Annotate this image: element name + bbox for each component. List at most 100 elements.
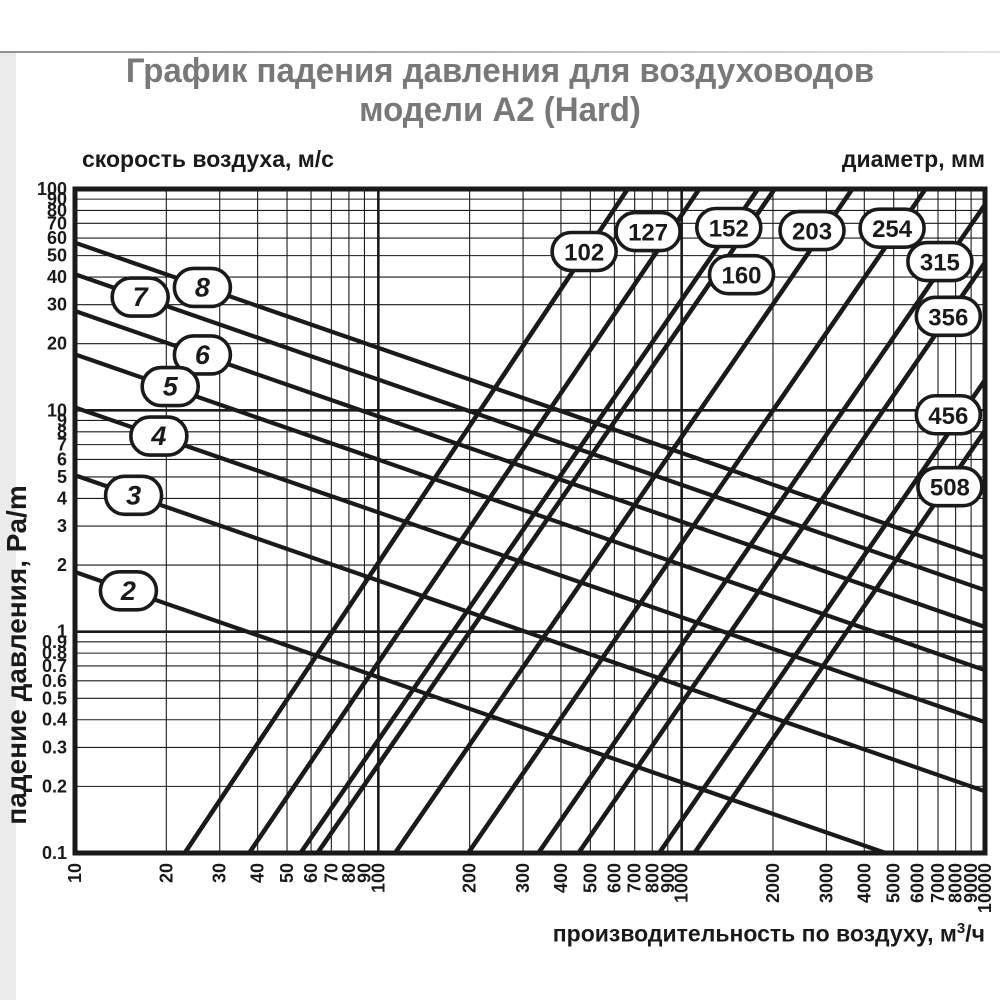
diameter-line-152: [298, 189, 760, 853]
velocity-oval-5: [140, 365, 201, 408]
x-tick-label: 900: [658, 863, 678, 893]
y-tick-label: 70: [47, 213, 67, 233]
x-tick-label: 2000: [763, 863, 783, 903]
diameter-line-203: [393, 189, 855, 853]
y-tick-label: 6: [57, 449, 67, 469]
diameter-label: 102: [564, 239, 604, 266]
velocity-label: 5: [163, 372, 179, 402]
diameter-line-456: [657, 378, 985, 853]
diameter-oval-456: [914, 393, 983, 436]
x-tick-label: 100: [368, 863, 388, 893]
top-divider-rule: [0, 51, 1000, 53]
y-tick-label: 50: [47, 246, 67, 266]
y-tick-label: 0.5: [42, 688, 67, 708]
y-tick-label: 0.8: [42, 643, 67, 663]
velocity-label: 8: [195, 272, 210, 302]
y-tick-label: 0.3: [42, 737, 67, 757]
velocity-label: 6: [195, 340, 211, 370]
x-tick-label: 50: [277, 863, 297, 883]
diameter-oval-315: [906, 240, 974, 283]
y-tick-label: 7: [57, 435, 67, 455]
velocity-line-3: [75, 473, 985, 794]
diameter-label: 315: [920, 250, 960, 277]
x-tick-label: 5000: [884, 863, 904, 903]
velocity-oval-8: [172, 266, 233, 309]
y-tick-label: 0.7: [42, 656, 67, 676]
diameter-oval-356: [914, 295, 983, 338]
y-tick-label: 0.2: [42, 776, 67, 796]
diameter-oval-254: [858, 207, 926, 250]
y-tick-label: 1: [57, 622, 67, 642]
y-tick-label: 3: [57, 516, 67, 536]
x-axis-title-text: производительность по воздуху, м: [552, 920, 957, 947]
x-tick-label: 8000: [946, 863, 966, 903]
diameter-oval-508: [916, 465, 984, 508]
diameter-line-315: [536, 203, 985, 853]
chart-title-line1: График падения давления для воздуховодов: [125, 52, 875, 90]
x-tick-label: 500: [580, 863, 600, 893]
x-tick-label: 30: [210, 863, 230, 883]
diameter-oval-160: [707, 253, 776, 296]
x-tick-label: 700: [625, 863, 645, 893]
y-tick-label: 9: [57, 410, 67, 430]
velocity-axis-title: скорость воздуха, м/с: [82, 146, 334, 172]
velocity-oval-7: [110, 276, 170, 318]
y-tick-label: 90: [47, 189, 67, 209]
y-tick-label: 40: [47, 267, 67, 287]
x-tick-label: 800: [642, 863, 662, 893]
x-tick-label: 10000: [975, 863, 995, 913]
velocity-line-4: [75, 405, 985, 725]
x-tick-label: 9000: [961, 863, 981, 903]
x-tick-label: 7000: [928, 863, 948, 903]
x-tick-label: 70: [321, 863, 341, 883]
left-page-strip: [0, 53, 16, 1000]
chart-title-line2: модели А2 (Hard): [359, 91, 641, 129]
velocity-label: 4: [150, 421, 166, 451]
x-tick-label: 90: [354, 863, 374, 883]
x-tick-label: 1000: [672, 863, 692, 903]
x-tick-label: 10: [65, 863, 85, 883]
diameter-oval-127: [614, 210, 682, 253]
x-tick-label: 600: [604, 863, 624, 893]
x-tick-label: 6000: [908, 863, 928, 903]
velocity-line-2: [75, 570, 887, 853]
y-tick-label: 5: [57, 467, 67, 487]
y-tick-label: 2: [57, 555, 67, 575]
chart-title: График падения давления для воздуховодов…: [44, 52, 956, 130]
diameter-label: 456: [928, 403, 968, 430]
y-tick-label: 4: [57, 488, 67, 508]
y-tick-label: 100: [37, 179, 67, 199]
velocity-oval-3: [103, 474, 164, 517]
x-tick-label: 40: [248, 863, 268, 883]
y-tick-label: 20: [47, 334, 67, 354]
diameter-line-254: [466, 189, 928, 853]
velocity-line-7: [75, 272, 985, 593]
y-tick-label: 60: [47, 228, 67, 248]
plot-border: [72, 186, 988, 856]
x-tick-label: 20: [156, 863, 176, 883]
diameter-label: 356: [928, 304, 968, 331]
y-tick-label: 0.1: [42, 843, 67, 863]
diameter-label: 152: [709, 215, 749, 242]
y-tick-label: 8: [57, 422, 67, 442]
x-tick-label: 200: [460, 863, 480, 893]
y-tick-label: 30: [47, 295, 67, 315]
velocity-label: 3: [126, 480, 141, 510]
velocity-label: 7: [133, 282, 150, 312]
x-tick-label: 4000: [854, 863, 874, 903]
diameter-oval-102: [550, 230, 618, 273]
x-axis-title: производительность по воздуху, м3/ч: [553, 920, 985, 948]
x-axis-title-suffix: /ч: [965, 920, 985, 947]
y-tick-label: 10: [47, 400, 67, 420]
diameter-label: 203: [792, 219, 832, 246]
diameter-line-127: [247, 189, 702, 853]
diameter-oval-152: [694, 206, 763, 249]
y-axis-title: падение давления, Pa/m: [1, 485, 32, 824]
y-tick-label: 0.9: [42, 632, 67, 652]
velocity-oval-2: [98, 569, 159, 612]
velocity-oval-4: [129, 415, 189, 457]
diameter-axis-title: диаметр, мм: [841, 146, 985, 172]
